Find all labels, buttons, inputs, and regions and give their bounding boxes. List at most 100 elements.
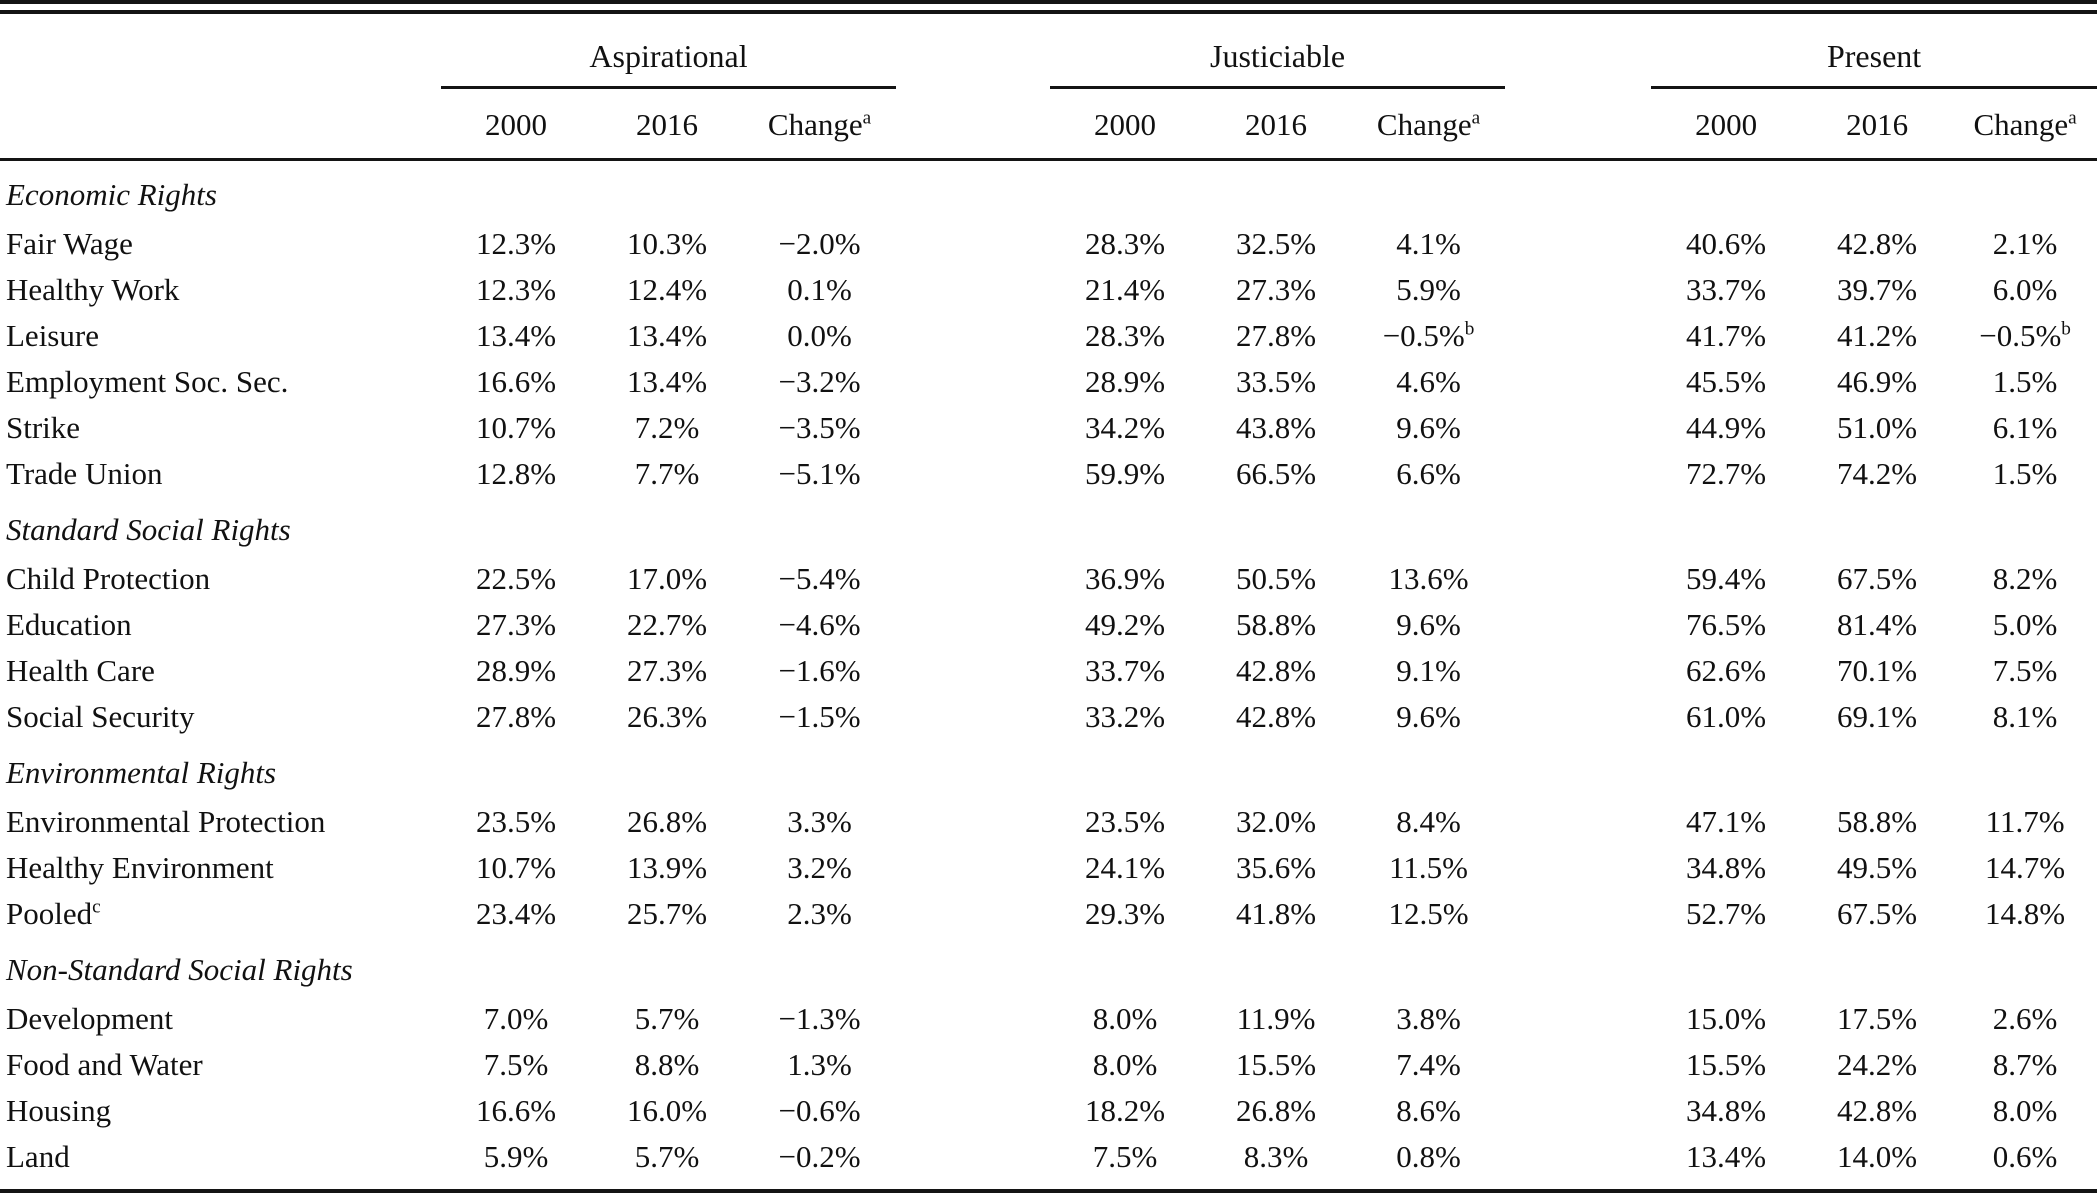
value-cell: 6.0% bbox=[1992, 271, 2058, 307]
value-cell: 5.9% bbox=[1396, 271, 1461, 307]
column-gap bbox=[896, 601, 1050, 647]
value-cell: 11.5% bbox=[1389, 849, 1469, 885]
value-cell: 1.5% bbox=[1992, 363, 2058, 399]
column-gap bbox=[896, 450, 1050, 496]
value-cell: 22.7% bbox=[626, 606, 708, 642]
col-header-2016: 2016 bbox=[1200, 87, 1353, 161]
column-gap bbox=[1505, 358, 1651, 404]
value-cell: 3.8% bbox=[1396, 1000, 1461, 1036]
section-title-row: Non-Standard Social Rights bbox=[0, 936, 2097, 995]
bottom-double-rule bbox=[0, 1189, 2097, 1199]
row-label: Health Care bbox=[6, 652, 155, 688]
column-gap bbox=[896, 404, 1050, 450]
table-row: Health Care 28.9% 27.3% −1.6% 33.7% 42.8% 9.1%… bbox=[0, 647, 2097, 693]
table-row: Education 27.3% 22.7% −4.6% 49.2% 58.8% 9.6% 76… bbox=[0, 601, 2097, 647]
value-cell: 10.3% bbox=[626, 225, 708, 261]
value-cell: 52.7% bbox=[1686, 895, 1767, 931]
column-gap bbox=[1505, 220, 1651, 266]
value-cell: 16.6% bbox=[475, 1092, 557, 1128]
value-cell: −0.6% bbox=[778, 1092, 861, 1128]
value-cell: 12.8% bbox=[475, 455, 557, 491]
value-cell: 8.7% bbox=[1992, 1046, 2058, 1082]
value-cell: 36.9% bbox=[1084, 560, 1166, 596]
footnote-marker-a: a bbox=[2068, 107, 2077, 129]
value-cell: 6.6% bbox=[1396, 455, 1461, 491]
value-cell: 35.6% bbox=[1235, 849, 1317, 885]
column-gap bbox=[1505, 798, 1651, 844]
value-cell: 5.7% bbox=[634, 1000, 700, 1036]
column-gap bbox=[1505, 404, 1651, 450]
column-gap bbox=[1505, 601, 1651, 647]
row-label: Social Security bbox=[6, 698, 195, 734]
column-gap bbox=[1505, 555, 1651, 601]
value-cell: 12.3% bbox=[475, 225, 557, 261]
value-cell: 16.6% bbox=[475, 363, 557, 399]
value-cell: 2.1% bbox=[1992, 225, 2058, 261]
value-cell: −4.6% bbox=[778, 606, 861, 642]
value-cell: 26.8% bbox=[1235, 1092, 1317, 1128]
table-row: Social Security 27.8% 26.3% −1.5% 33.2% 42.8%… bbox=[0, 693, 2097, 739]
row-label: Pooledc bbox=[6, 895, 101, 931]
value-cell: 2.6% bbox=[1992, 1000, 2058, 1036]
column-gap bbox=[1505, 693, 1651, 739]
value-cell: −3.2% bbox=[778, 363, 861, 399]
value-cell: 28.9% bbox=[475, 652, 557, 688]
value-cell: 49.5% bbox=[1837, 849, 1918, 885]
row-label: Healthy Environment bbox=[6, 849, 274, 885]
row-label: Healthy Work bbox=[6, 271, 180, 307]
value-cell: 61.0% bbox=[1686, 698, 1767, 734]
table-row: Employment Soc. Sec. 16.6% 13.4% −3.2% 28.9%… bbox=[0, 358, 2097, 404]
value-cell: 12.5% bbox=[1388, 895, 1469, 931]
value-cell: 15.5% bbox=[1235, 1046, 1317, 1082]
column-gap bbox=[1505, 87, 1652, 161]
value-cell: 74.2% bbox=[1837, 455, 1918, 491]
value-cell: 18.2% bbox=[1084, 1092, 1166, 1128]
table-row: Fair Wage 12.3% 10.3% −2.0% 28.3% 32.5% 4.1% 40… bbox=[0, 220, 2097, 266]
value-cell: 3.3% bbox=[787, 803, 852, 839]
section-title: Non-Standard Social Rights bbox=[6, 952, 353, 987]
value-cell: 8.0% bbox=[1092, 1046, 1158, 1082]
section-title-row: Standard Social Rights bbox=[0, 496, 2097, 555]
value-cell: 32.0% bbox=[1235, 803, 1317, 839]
col-header-change: Changea bbox=[1953, 87, 2097, 161]
column-gap bbox=[1505, 1041, 1651, 1087]
section-title: Standard Social Rights bbox=[6, 512, 291, 547]
value-cell: 7.5% bbox=[1092, 1138, 1158, 1174]
value-cell: 11.7% bbox=[1985, 803, 2065, 839]
column-gap bbox=[896, 312, 1050, 358]
value-cell: 28.3% bbox=[1084, 225, 1166, 261]
sub-header-row: 2000 2016 Changea 2000 2016 Changea 2000… bbox=[0, 87, 2097, 161]
value-cell: 62.6% bbox=[1686, 652, 1767, 688]
footnote-marker-a: a bbox=[862, 107, 872, 129]
value-cell: −3.5% bbox=[778, 409, 861, 445]
value-cell: 17.5% bbox=[1837, 1000, 1918, 1036]
value-cell: 9.6% bbox=[1396, 606, 1461, 642]
top-double-rule bbox=[0, 0, 2097, 14]
value-cell: 0.1% bbox=[787, 271, 852, 307]
column-gap bbox=[896, 1133, 1050, 1179]
value-cell: 8.2% bbox=[1992, 560, 2058, 596]
group-header-aspirational: Aspirational bbox=[441, 14, 897, 89]
row-label: Development bbox=[6, 1000, 174, 1036]
footnote-marker-a: a bbox=[1471, 107, 1481, 129]
col-header-2016: 2016 bbox=[1801, 87, 1954, 161]
value-cell: 7.2% bbox=[634, 409, 700, 445]
value-cell: 12.3% bbox=[475, 271, 557, 307]
value-cell: 23.4% bbox=[475, 895, 557, 931]
value-cell: 59.9% bbox=[1084, 455, 1166, 491]
value-cell: 34.8% bbox=[1686, 1092, 1767, 1128]
value-cell: 6.1% bbox=[1992, 409, 2058, 445]
column-gap bbox=[1505, 890, 1651, 936]
value-cell: 67.5% bbox=[1837, 560, 1918, 596]
value-cell: 51.0% bbox=[1837, 409, 1918, 445]
value-cell: 40.6% bbox=[1686, 225, 1767, 261]
column-gap bbox=[896, 87, 1051, 161]
value-cell: 70.1% bbox=[1837, 652, 1918, 688]
value-cell: 5.7% bbox=[634, 1138, 700, 1174]
value-cell: 8.1% bbox=[1992, 698, 2058, 734]
value-cell: 9.6% bbox=[1396, 698, 1461, 734]
value-cell: 10.7% bbox=[475, 849, 557, 885]
group-header-present: Present bbox=[1651, 14, 2097, 89]
value-cell: 4.6% bbox=[1396, 363, 1461, 399]
column-gap bbox=[896, 798, 1050, 844]
